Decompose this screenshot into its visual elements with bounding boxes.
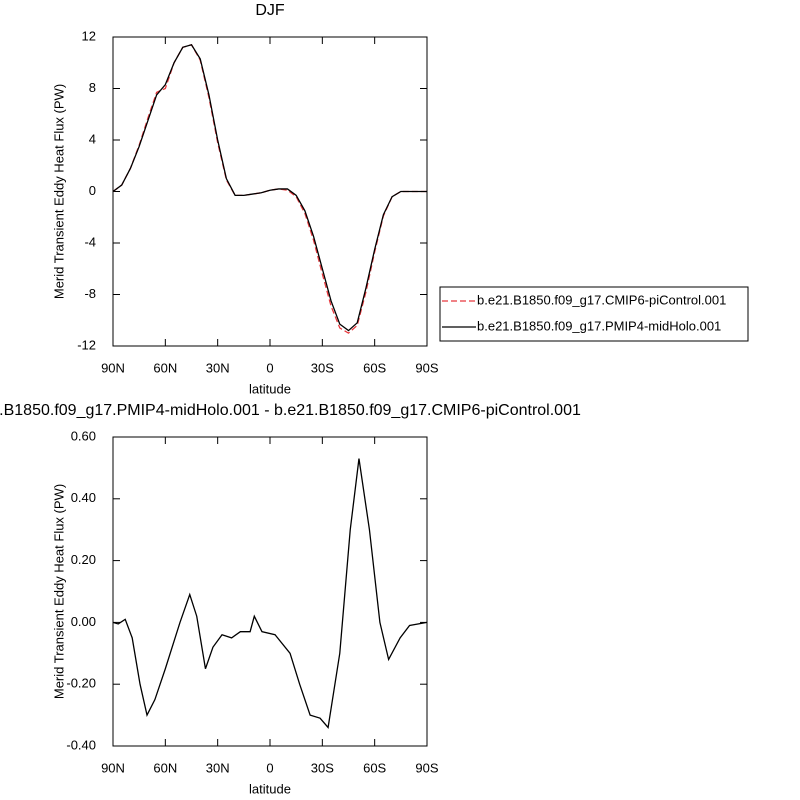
y-tick-label: 8 <box>89 80 96 95</box>
y-tick-label: -0.40 <box>66 737 96 752</box>
x-axis-label: latitude <box>249 381 291 396</box>
y-tick-label: 4 <box>89 131 96 146</box>
y-tick-label: -0.20 <box>66 676 96 691</box>
x-axis-label: latitude <box>249 781 291 796</box>
x-tick-label: 90N <box>101 360 125 375</box>
y-tick-label: -4 <box>84 234 96 249</box>
y-tick-label: 0.00 <box>71 614 96 629</box>
chart-title: DJF <box>255 2 285 19</box>
x-tick-label: 60S <box>363 360 386 375</box>
x-tick-label: 60N <box>153 760 177 775</box>
plot-frame <box>112 36 428 347</box>
x-tick-label: 30N <box>206 360 230 375</box>
chart-title: b.e21.B1850.f09_g17.PMIP4-midHolo.001 - … <box>0 402 581 419</box>
series-line <box>112 458 428 729</box>
x-tick-label: 60S <box>363 760 386 775</box>
x-tick-label: 90S <box>415 360 438 375</box>
y-tick-label: 0.40 <box>71 490 96 505</box>
y-tick-label: 0.60 <box>71 428 96 443</box>
series-line <box>112 43 427 334</box>
y-tick-label: 12 <box>82 28 96 43</box>
legend-box <box>439 286 749 342</box>
y-tick-label: -8 <box>84 286 96 301</box>
x-tick-label: 30S <box>311 760 334 775</box>
x-tick-label: 30S <box>311 360 334 375</box>
x-tick-label: 90N <box>101 760 125 775</box>
x-tick-label: 0 <box>266 760 273 775</box>
x-tick-label: 60N <box>153 360 177 375</box>
legend-label: b.e21.B1850.f09_g17.CMIP6-piControl.001 <box>477 292 726 307</box>
x-tick-label: 90S <box>415 760 438 775</box>
x-tick-label: 0 <box>266 360 273 375</box>
plot-frame <box>112 436 428 747</box>
series-line <box>112 43 427 332</box>
y-tick-label: 0 <box>89 183 96 198</box>
x-tick-label: 30N <box>206 760 230 775</box>
y-tick-label: 0.20 <box>71 552 96 567</box>
legend-label: b.e21.B1850.f09_g17.PMIP4-midHolo.001 <box>477 318 721 333</box>
y-axis-label: Merid Transient Eddy Heat Flux (PW) <box>51 84 66 299</box>
y-axis-label: Merid Transient Eddy Heat Flux (PW) <box>51 484 66 699</box>
y-tick-label: -12 <box>77 337 96 352</box>
